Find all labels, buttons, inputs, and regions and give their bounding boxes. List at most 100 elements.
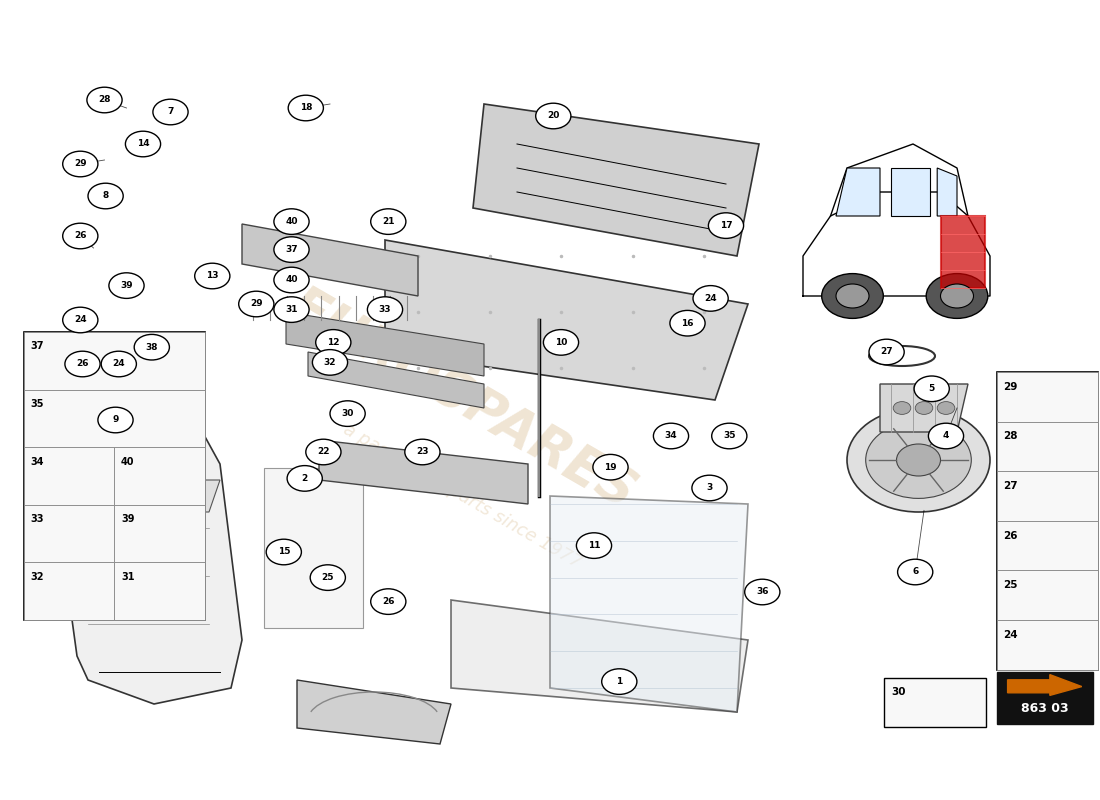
Text: 34: 34 <box>31 457 44 466</box>
Circle shape <box>914 376 949 402</box>
Circle shape <box>65 351 100 377</box>
Text: 29: 29 <box>74 159 87 169</box>
Text: 2: 2 <box>301 474 308 483</box>
FancyBboxPatch shape <box>997 570 1098 620</box>
Text: 31: 31 <box>285 305 298 314</box>
Text: 25: 25 <box>1003 580 1018 590</box>
Circle shape <box>288 95 323 121</box>
Text: 30: 30 <box>891 687 905 698</box>
Circle shape <box>266 539 301 565</box>
Text: 29: 29 <box>1003 382 1018 392</box>
Circle shape <box>836 284 869 308</box>
FancyBboxPatch shape <box>24 332 205 390</box>
Circle shape <box>63 223 98 249</box>
Text: 27: 27 <box>1003 481 1018 491</box>
Text: 5: 5 <box>928 384 935 394</box>
Polygon shape <box>473 104 759 256</box>
Text: 20: 20 <box>547 111 560 121</box>
Text: 33: 33 <box>378 305 392 314</box>
Circle shape <box>915 402 933 414</box>
Polygon shape <box>319 440 528 504</box>
Circle shape <box>822 274 883 318</box>
Circle shape <box>63 307 98 333</box>
Circle shape <box>602 669 637 694</box>
Text: 35: 35 <box>31 399 44 409</box>
Polygon shape <box>385 240 748 400</box>
Circle shape <box>274 297 309 322</box>
Polygon shape <box>308 352 484 408</box>
FancyBboxPatch shape <box>24 332 205 620</box>
Text: 11: 11 <box>587 541 601 550</box>
FancyBboxPatch shape <box>114 505 205 562</box>
Circle shape <box>576 533 612 558</box>
Text: 37: 37 <box>31 342 44 351</box>
Polygon shape <box>286 312 484 376</box>
Circle shape <box>316 330 351 355</box>
Circle shape <box>109 273 144 298</box>
Text: 10: 10 <box>554 338 568 347</box>
FancyBboxPatch shape <box>264 468 363 628</box>
Text: 6: 6 <box>912 567 918 577</box>
FancyBboxPatch shape <box>997 471 1098 521</box>
Text: 21: 21 <box>382 217 395 226</box>
Polygon shape <box>937 168 957 216</box>
Text: 34: 34 <box>664 431 678 441</box>
Text: 26: 26 <box>76 359 89 369</box>
Circle shape <box>274 209 309 234</box>
Polygon shape <box>940 216 984 288</box>
Circle shape <box>101 351 136 377</box>
Circle shape <box>926 274 988 318</box>
Circle shape <box>87 87 122 113</box>
Text: 32: 32 <box>323 358 337 367</box>
Circle shape <box>88 183 123 209</box>
Text: 40: 40 <box>285 217 298 226</box>
Text: 39: 39 <box>120 281 133 290</box>
Circle shape <box>306 439 341 465</box>
Text: EUROSPARES: EUROSPARES <box>279 279 645 521</box>
Text: 37: 37 <box>285 245 298 254</box>
FancyBboxPatch shape <box>997 422 1098 471</box>
FancyBboxPatch shape <box>997 620 1098 670</box>
Text: 28: 28 <box>98 95 111 105</box>
Text: 24: 24 <box>112 359 125 369</box>
Text: 8: 8 <box>102 191 109 201</box>
Circle shape <box>893 402 911 414</box>
Circle shape <box>928 423 964 449</box>
Circle shape <box>708 213 744 238</box>
Circle shape <box>898 559 933 585</box>
Text: 26: 26 <box>1003 530 1018 541</box>
Text: 38: 38 <box>145 342 158 352</box>
FancyBboxPatch shape <box>24 390 205 447</box>
Text: 29: 29 <box>250 299 263 309</box>
Circle shape <box>195 263 230 289</box>
Circle shape <box>692 475 727 501</box>
Text: 13: 13 <box>206 271 219 281</box>
Circle shape <box>896 444 940 476</box>
Text: 36: 36 <box>756 587 769 597</box>
FancyBboxPatch shape <box>24 562 114 620</box>
Text: 24: 24 <box>74 315 87 325</box>
Polygon shape <box>143 480 220 512</box>
Text: 25: 25 <box>321 573 334 582</box>
Text: 1: 1 <box>616 677 623 686</box>
Circle shape <box>869 339 904 365</box>
FancyBboxPatch shape <box>997 372 1098 422</box>
Circle shape <box>274 237 309 262</box>
FancyBboxPatch shape <box>114 447 205 505</box>
Polygon shape <box>297 680 451 744</box>
Circle shape <box>367 297 403 322</box>
Circle shape <box>98 407 133 433</box>
Polygon shape <box>451 600 748 712</box>
Text: 9: 9 <box>112 415 119 425</box>
Text: 19: 19 <box>604 462 617 472</box>
Circle shape <box>670 310 705 336</box>
Circle shape <box>937 402 955 414</box>
Polygon shape <box>1008 674 1081 695</box>
Circle shape <box>125 131 161 157</box>
FancyBboxPatch shape <box>997 672 1093 724</box>
Text: 23: 23 <box>416 447 429 457</box>
Text: 16: 16 <box>681 318 694 328</box>
Circle shape <box>239 291 274 317</box>
Polygon shape <box>242 224 418 296</box>
Text: 40: 40 <box>285 275 298 285</box>
